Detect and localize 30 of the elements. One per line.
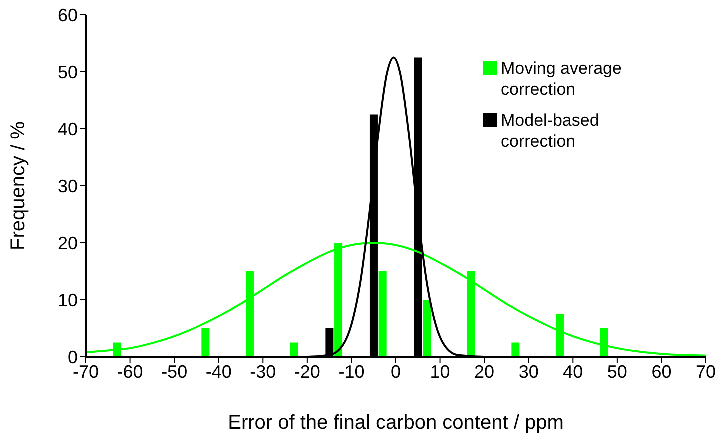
y-tick-label: 60 [58, 5, 78, 26]
y-tick-label: 20 [58, 233, 78, 254]
bar [378, 272, 387, 357]
x-tick-label: -20 [294, 362, 320, 382]
y-tick-label: 30 [58, 176, 78, 196]
y-tick-label: 50 [58, 62, 78, 82]
x-tick-label: 40 [563, 362, 584, 382]
bar [423, 300, 432, 357]
x-tick-label: 70 [696, 362, 716, 382]
legend-label: Model-based correction [501, 110, 600, 152]
x-tick-label: 50 [607, 362, 628, 382]
x-tick-label: -40 [206, 362, 232, 382]
x-tick-label: 60 [652, 362, 672, 382]
bar [202, 328, 210, 357]
x-tick-label: -60 [117, 362, 144, 382]
y-tick-label: 10 [58, 290, 78, 310]
y-tick-label: 40 [58, 119, 78, 140]
legend-label: Moving average correction [501, 58, 623, 100]
y-axis-title: Frequency / % [8, 122, 30, 250]
x-tick-label: 0 [390, 362, 402, 382]
x-tick-label: -50 [162, 362, 188, 382]
x-tick-label: 20 [474, 362, 495, 382]
x-tick-label: -10 [338, 362, 365, 382]
bar [512, 342, 520, 357]
bar [290, 342, 298, 357]
x-tick-label: 10 [430, 362, 450, 382]
y-tick-label: 0 [68, 347, 78, 368]
x-tick-label: 30 [518, 362, 539, 382]
x-tick-label: -30 [250, 362, 276, 382]
x-axis-title: Error of the final carbon content / ppm [227, 412, 565, 435]
